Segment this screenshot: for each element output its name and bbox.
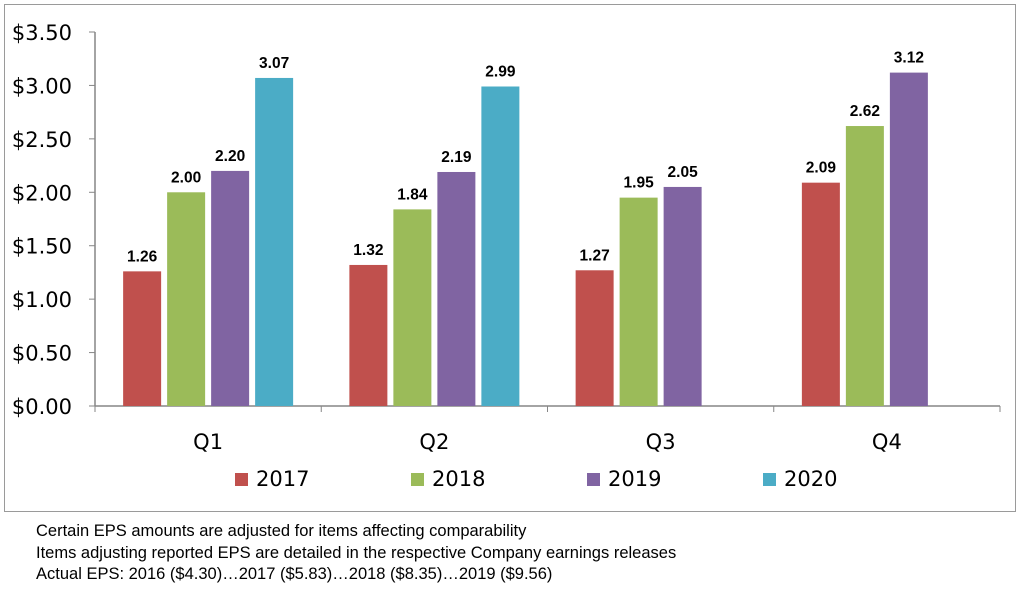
data-label: 2.05 <box>668 164 699 181</box>
bar-2019-Q3 <box>663 186 702 406</box>
y-tick-label: $3.00 <box>12 74 72 98</box>
legend-label-2018: 2018 <box>432 467 485 491</box>
footnotes: Certain EPS amounts are adjusted for ite… <box>36 521 1016 586</box>
legend-swatch-2020 <box>763 473 776 486</box>
bar-2020-Q2 <box>481 86 520 407</box>
y-tick-label: $2.50 <box>12 128 72 152</box>
bar-2017-Q2 <box>349 264 388 406</box>
data-label: 3.07 <box>259 55 289 72</box>
x-tick-label: Q2 <box>419 430 449 454</box>
legend-swatch-2019 <box>587 473 600 486</box>
legend-label-2017: 2017 <box>256 467 309 491</box>
legend-swatch-2018 <box>411 473 424 486</box>
y-tick-label: $1.00 <box>12 288 72 312</box>
bar-2018-Q4 <box>845 126 884 406</box>
data-label: 2.19 <box>441 149 472 166</box>
footnote-adjusted: Certain EPS amounts are adjusted for ite… <box>36 522 527 540</box>
data-label: 2.00 <box>171 169 201 186</box>
bar-2018-Q3 <box>619 197 658 406</box>
y-tick-label: $0.50 <box>12 342 72 366</box>
bar-2017-Q3 <box>575 270 614 406</box>
x-tick-label: Q1 <box>193 430 223 454</box>
data-label: 1.95 <box>624 175 655 192</box>
legend-label-2019: 2019 <box>608 467 661 491</box>
footnote-items-detail: Items adjusting reported EPS are detaile… <box>36 543 677 562</box>
y-tick-label: $0.00 <box>12 395 72 419</box>
y-tick-label: $2.00 <box>12 181 72 205</box>
footnote-actual-eps: Actual EPS: 2016 ($4.30)…2017 ($5.83)…20… <box>36 565 553 583</box>
data-label: 1.32 <box>353 242 383 259</box>
y-tick-label: $1.50 <box>12 235 72 259</box>
bar-2017-Q1 <box>123 271 162 406</box>
bar-2018-Q1 <box>167 192 206 406</box>
bar-2020-Q1 <box>255 77 294 406</box>
bar-2017-Q4 <box>801 182 840 406</box>
legend-label-2020: 2020 <box>784 467 837 491</box>
data-label: 2.20 <box>215 148 245 165</box>
data-label: 2.09 <box>806 160 837 177</box>
x-tick-label: Q3 <box>646 430 676 454</box>
bar-2019-Q4 <box>889 72 928 406</box>
data-label: 2.99 <box>485 63 516 80</box>
bar-2019-Q1 <box>211 170 250 406</box>
data-label: 1.27 <box>580 247 610 264</box>
bar-2018-Q2 <box>393 209 432 406</box>
data-label: 1.26 <box>127 248 158 265</box>
y-tick-label: $3.50 <box>12 21 72 45</box>
eps-bar-chart: $0.00 $0.50 $1.00 $1.50 $2.00 $2.50 $3.00 $3.50… <box>12 21 1001 491</box>
data-label: 1.84 <box>397 186 428 203</box>
bar-2019-Q2 <box>437 171 476 406</box>
legend-swatch-2017 <box>235 473 248 486</box>
x-tick-label: Q4 <box>872 430 902 454</box>
data-label: 2.62 <box>850 103 880 120</box>
data-label: 3.12 <box>894 50 924 67</box>
